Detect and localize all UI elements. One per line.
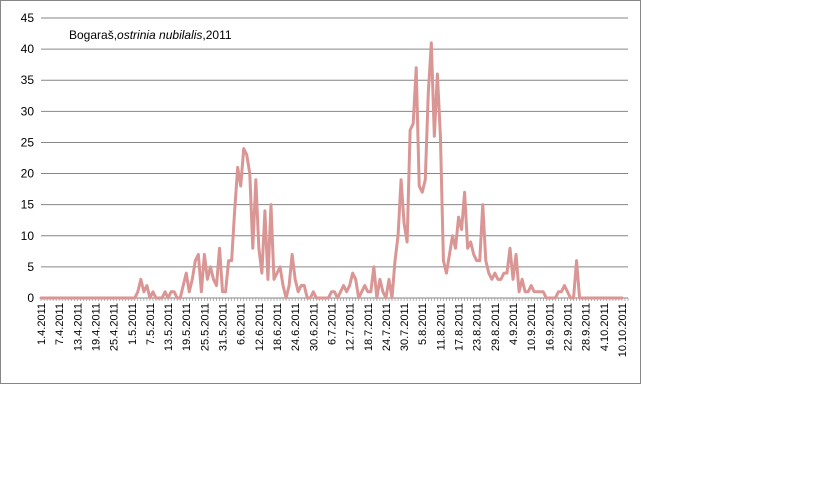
x-tick-label: 24.6.2011 [290, 303, 302, 351]
x-tick-label: 1.4.2011 [36, 303, 48, 345]
series-layer [39, 41, 624, 300]
chart-title-species: ostrinia nubilalis [117, 28, 202, 42]
x-tick-label: 6.7.2011 [326, 303, 338, 345]
series-line [39, 41, 624, 300]
x-tick-label: 7.4.2011 [54, 303, 66, 345]
y-tick-label: 5 [27, 260, 34, 274]
chart-title-location: Bogaraš, [69, 28, 117, 42]
x-tick-label: 13.4.2011 [72, 303, 84, 351]
x-tick-label: 7.5.2011 [145, 303, 157, 345]
x-tick-label: 29.8.2011 [490, 303, 502, 351]
y-tick-label: 10 [21, 229, 35, 243]
y-tick-label: 40 [21, 42, 35, 56]
x-tick-label: 28.9.2011 [581, 303, 593, 351]
x-tick-label: 12.6.2011 [254, 303, 266, 351]
y-tick-label: 25 [21, 135, 35, 149]
x-tick-label: 6.6.2011 [236, 303, 248, 345]
x-tick-label: 30.7.2011 [399, 303, 411, 351]
y-tick-label: 20 [21, 167, 35, 181]
y-tick-label: 35 [21, 73, 35, 87]
x-tick-labels: 1.4.2011 7.4.2011 13.4.2011 19.4.2011 25.4.2… [36, 303, 629, 357]
x-tick-label: 11.8.2011 [435, 303, 447, 350]
chart-title-year: ,2011 [202, 28, 231, 42]
x-tick-label: 4.9.2011 [508, 303, 520, 345]
x-tick-label: 24.7.2011 [381, 303, 393, 351]
x-tick-label: 23.8.2011 [472, 303, 484, 351]
y-tick-label: 45 [21, 11, 35, 25]
x-tick-label: 18.7.2011 [363, 303, 375, 351]
line-chart: 0 5 10 15 20 25 30 35 40 45 1.4.2011 7.4.2011 13.4.… [21, 11, 629, 357]
x-tick-label: 1.5.2011 [127, 303, 139, 345]
x-tick-label: 18.6.2011 [272, 303, 284, 351]
x-tick-label: 31.5.2011 [218, 303, 230, 351]
chart-title: Bogaraš,ostrinia nubilalis,2011 [69, 28, 232, 42]
x-tick-label: 5.8.2011 [417, 303, 429, 345]
x-tick-label: 19.4.2011 [90, 303, 102, 351]
x-tick-label: 16.9.2011 [544, 303, 556, 351]
x-tick-label: 17.8.2011 [454, 303, 466, 351]
x-tick-label: 13.5.2011 [163, 303, 175, 351]
x-tick-label: 22.9.2011 [562, 303, 574, 351]
x-tick-label: 25.5.2011 [199, 303, 211, 351]
x-tick-label: 10.10.2011 [617, 303, 629, 357]
chart-frame: 0 5 10 15 20 25 30 35 40 45 1.4.2011 7.4.2011 13.4.… [0, 0, 641, 384]
gridlines [41, 17, 628, 268]
x-tick-label: 10.9.2011 [526, 303, 538, 351]
y-tick-label: 30 [21, 104, 35, 118]
y-tick-labels: 0 5 10 15 20 25 30 35 40 45 [21, 11, 35, 305]
x-tick-label: 19.5.2011 [181, 303, 193, 351]
y-tick-label: 0 [27, 291, 34, 305]
x-tick-label: 25.4.2011 [109, 303, 121, 351]
x-tick-label: 30.6.2011 [308, 303, 320, 351]
x-tick-label: 12.7.2011 [345, 303, 357, 351]
x-tick-label: 4.10.2011 [599, 303, 611, 351]
y-tick-label: 15 [21, 198, 35, 212]
